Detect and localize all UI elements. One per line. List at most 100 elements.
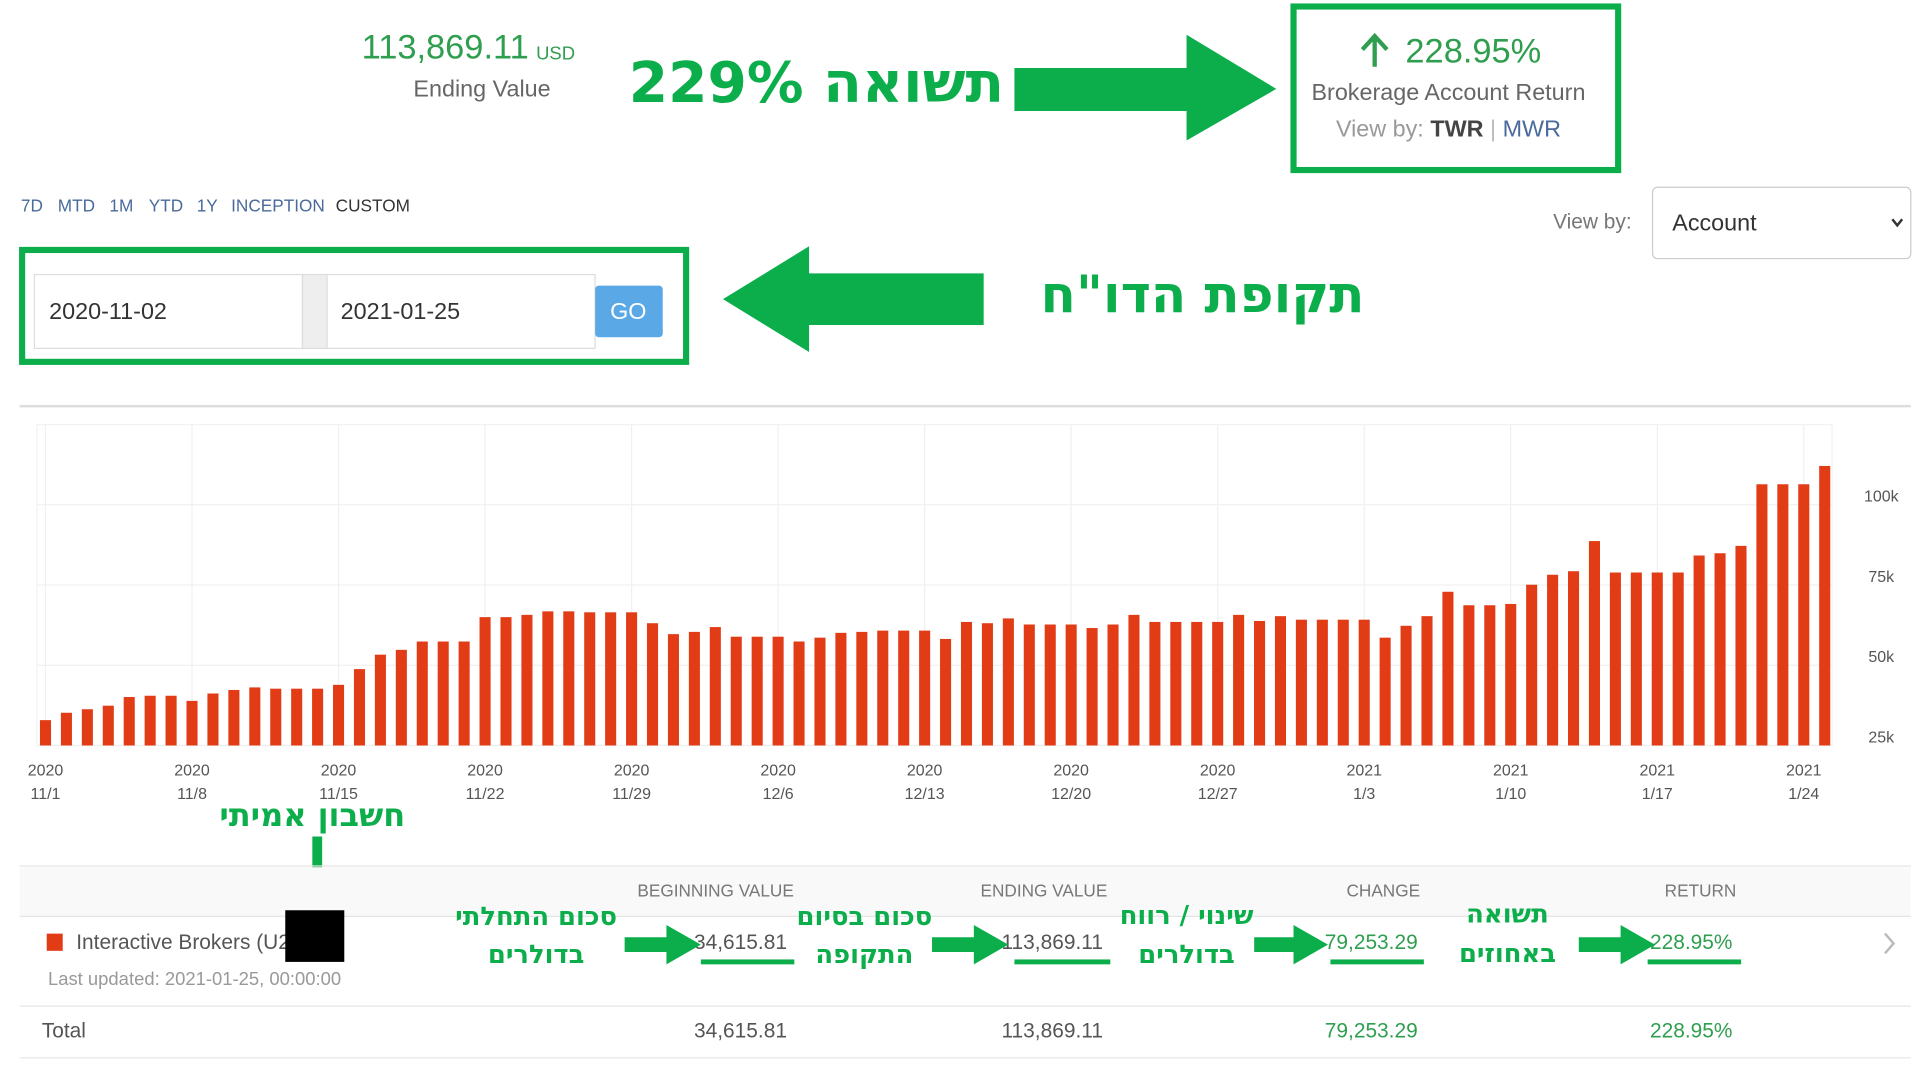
bar [1693,555,1705,746]
chart: 25k 50k 75k 100k 2020 11/1 2020 11/8 2020 11/15 20… [28,423,1899,803]
x-tick-label: 11/8 [177,786,207,803]
highlight-box [19,246,690,365]
bar [1400,625,1412,746]
x-tick-label: 12/20 [1051,786,1091,803]
account-name: Interactive Brokers (U28 [76,931,301,954]
bar [1358,619,1370,746]
view-by-label: View by: [1553,210,1632,233]
bar [667,634,679,746]
total-return: 228.95% [1650,1020,1732,1043]
x-tick-label: 12/6 [763,786,794,803]
bar [1630,572,1642,746]
account-color [46,933,63,951]
bar [1735,545,1747,746]
x-tick-label: 12/13 [905,786,945,803]
bar [709,627,721,746]
bar [333,684,345,746]
go-label: GO [610,298,646,324]
column-header: ENDING VALUE [981,880,1108,900]
column-header: RETURN [1665,880,1737,900]
underline [1014,959,1111,965]
total-beginning: 34,615.81 [694,1020,787,1043]
bar [960,621,973,746]
x-tick-label: 2021 [1493,763,1529,780]
range-custom[interactable]: CUSTOM [336,195,410,215]
bar [102,705,114,746]
bar [186,700,198,746]
arrow [624,925,701,965]
bar [1777,484,1789,746]
annotation: בדולרים [1138,940,1235,970]
bar [1798,484,1810,746]
bar [688,631,700,746]
bar [500,617,512,746]
arrow [1014,34,1277,141]
start-date: 2020-11-02 [49,298,167,324]
ending-value: 113,869.11 [1001,931,1102,954]
twr-option[interactable]: TWR [1430,116,1483,142]
highlight-box [1290,3,1622,174]
x-tick-label: 12/27 [1198,786,1238,803]
bar [898,630,910,746]
bar [1609,572,1621,746]
bar [270,688,282,746]
bar [1547,574,1559,746]
bar [1086,628,1098,746]
x-tick-label: 1/10 [1495,786,1526,803]
bar [1065,624,1077,746]
bar [1714,553,1726,746]
bar [1002,618,1014,746]
bar [793,641,805,746]
end-date-input[interactable] [326,273,596,349]
total-ending: 113,869.11 [1001,1020,1102,1043]
range-inception[interactable]: INCEPTION [231,195,325,215]
bar [1023,624,1035,746]
x-tick-label: 11/29 [612,786,651,803]
range-1y[interactable]: 1Y [197,195,219,215]
bar [207,693,219,746]
return-value: 228.95% [1405,32,1541,70]
range-1m[interactable]: 1M [109,195,133,215]
bar [1756,484,1768,746]
bar [1651,572,1663,746]
ending-value: 113,869.11 [362,29,529,67]
bar [291,688,303,746]
underline [700,959,795,965]
bar [144,695,156,746]
column-header: CHANGE [1346,880,1420,900]
bar [877,630,889,746]
view-by-select[interactable] [1651,186,1912,260]
bar [1191,621,1203,746]
x-tick-label: 1/3 [1353,786,1375,803]
bar [856,631,868,746]
x-tick-label: 2020 [321,763,357,780]
bar [1484,605,1496,746]
mwr-option[interactable]: MWR [1503,116,1561,142]
bar [39,720,52,746]
currency: USD [536,42,575,63]
bar [772,636,784,746]
bar [730,636,742,746]
go-button[interactable] [595,285,663,338]
arrow [723,246,984,353]
bar [1505,603,1517,746]
up-arrow-icon [1360,32,1389,67]
bar [605,612,617,746]
range-7d[interactable]: 7D [21,195,43,215]
separator: | [1490,116,1496,142]
bar [1274,616,1287,746]
underline [1647,959,1742,965]
bar [1379,637,1391,746]
bar [814,637,826,746]
range-ytd[interactable]: YTD [149,195,183,215]
row-chevron[interactable] [1884,932,1896,955]
bar [437,641,449,746]
bar [1316,619,1328,746]
range-mtd[interactable]: MTD [58,195,95,215]
bar [1170,621,1182,746]
bar [646,623,659,746]
y-tick-label: 100k [1864,489,1899,506]
x-tick-label: 2020 [907,763,943,780]
bar [626,612,638,746]
